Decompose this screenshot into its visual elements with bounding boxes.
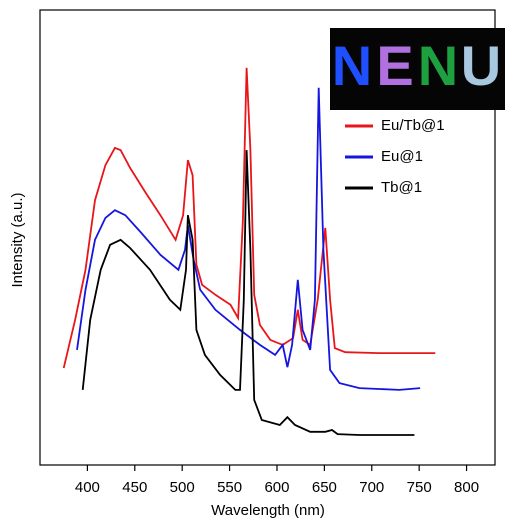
x-tick-label: 650 [312,479,337,496]
inset-letter: E [376,34,413,97]
y-axis-label: Intensity (a.u.) [9,192,26,287]
legend-label: Eu/Tb@1 [381,117,445,134]
legend-label: Eu@1 [381,148,423,165]
x-axis-label: Wavelength (nm) [211,502,325,519]
x-tick-label: 700 [359,479,384,496]
inset-letter: N [418,34,458,97]
series-line [62,67,436,369]
legend-label: Tb@1 [381,179,422,196]
x-tick-label: 400 [75,479,100,496]
inset-background [330,28,505,110]
series-line [81,150,415,436]
plot-frame [39,9,496,466]
x-tick-label: 500 [170,479,195,496]
x-tick-label: 600 [264,479,289,496]
series-line [76,87,421,391]
x-tick-label: 450 [122,479,147,496]
x-tick-label: 750 [407,479,432,496]
inset-letter: N [332,34,372,97]
x-tick-label: 800 [454,479,479,496]
inset-letter: U [461,34,501,97]
x-tick-label: 550 [217,479,242,496]
